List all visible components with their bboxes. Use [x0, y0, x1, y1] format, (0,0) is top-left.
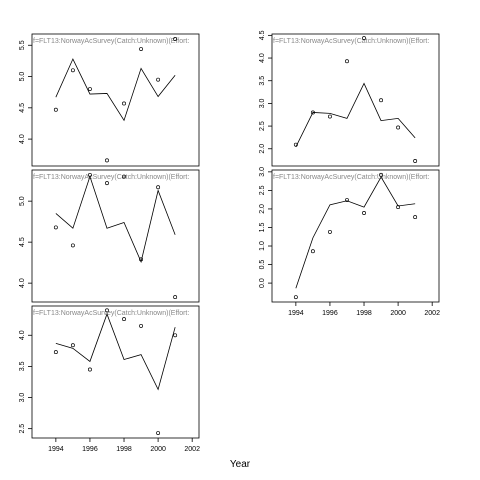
y-tick-label: 2.0: [259, 144, 266, 154]
point: [156, 431, 161, 435]
y-tick-label: 1.0: [259, 241, 266, 251]
point: [173, 295, 178, 300]
point: [293, 295, 298, 300]
point: [173, 333, 178, 338]
panel-frame: [271, 33, 440, 167]
y-tick-label: 5.0: [19, 72, 26, 82]
point: [139, 323, 144, 328]
y-tick-label: 3.0: [259, 98, 266, 108]
y-tick-label: 4.0: [19, 134, 26, 144]
y-tick-label: 3.0: [259, 167, 266, 177]
y-tick-label: 4.5: [259, 30, 266, 40]
panel: f=FLT13:NorwayAcSurvey(Catch:Unknown)(Ef…: [19, 33, 200, 167]
x-tick-label: 1996: [82, 446, 98, 453]
y-tick-label: 5.0: [19, 196, 26, 206]
y-tick-label: 0.0: [259, 278, 266, 288]
point: [327, 229, 332, 234]
y-tick-label: 3.5: [259, 76, 266, 86]
x-tick-label: 1996: [322, 310, 338, 317]
point: [122, 101, 126, 106]
point: [87, 367, 92, 372]
fit-line: [55, 58, 176, 122]
point: [139, 47, 144, 51]
point: [310, 249, 315, 254]
point: [413, 215, 418, 220]
point: [87, 87, 92, 92]
x-tick-label: 1998: [356, 310, 372, 317]
y-tick-label: 3.5: [19, 361, 26, 371]
fit-line: [55, 312, 176, 391]
panel-frame: [271, 169, 440, 303]
y-tick-label: 3.0: [19, 393, 26, 403]
point: [87, 172, 92, 177]
point: [362, 211, 366, 215]
y-tick-label: 2.5: [259, 185, 266, 195]
panel: f=FLT13:NorwayAcSurvey(Catch:Unknown)(Ef…: [259, 167, 440, 317]
x-tick-label: 2000: [390, 310, 406, 317]
x-tick-label: 1998: [116, 446, 132, 453]
point: [105, 181, 109, 186]
point: [53, 350, 58, 355]
point: [413, 159, 418, 163]
point: [362, 36, 366, 41]
point: [379, 172, 384, 177]
fit-line: [295, 82, 416, 148]
point: [156, 77, 161, 82]
point: [379, 98, 384, 103]
y-tick-label: 1.5: [259, 223, 266, 233]
point: [345, 198, 349, 202]
point: [105, 308, 109, 313]
strip-label: f=FLT13:NorwayAcSurvey(Catch:Unknown)(Ef…: [273, 174, 429, 181]
y-tick-label: 5.5: [19, 40, 26, 50]
x-tick-label: 2000: [150, 446, 166, 453]
point: [293, 142, 298, 147]
point: [173, 37, 178, 41]
y-tick-label: 4.0: [19, 330, 26, 340]
point: [396, 205, 401, 210]
point: [53, 107, 58, 112]
x-tick-label: 1994: [48, 446, 64, 453]
panel: f=FLT13:NorwayAcSurvey(Catch:Unknown)(Ef…: [259, 30, 440, 167]
panel: f=FLT13:NorwayAcSurvey(Catch:Unknown)(Ef…: [19, 169, 200, 303]
point: [139, 257, 144, 262]
fit-line: [55, 175, 176, 264]
point: [122, 174, 126, 179]
panel: f=FLT13:NorwayAcSurvey(Catch:Unknown)(Ef…: [19, 305, 200, 453]
y-tick-label: 4.5: [19, 237, 26, 247]
fit-line: [295, 176, 416, 289]
strip-label: f=FLT13:NorwayAcSurvey(Catch:Unknown)(Ef…: [273, 38, 429, 45]
y-tick-label: 2.5: [19, 424, 26, 434]
point: [345, 59, 349, 64]
x-tick-label: 2002: [424, 310, 440, 317]
point: [156, 185, 161, 190]
x-axis-label: Year: [230, 459, 251, 470]
point: [53, 225, 58, 230]
panel-frame: [31, 33, 200, 167]
point: [122, 317, 126, 322]
strip-label: f=FLT13:NorwayAcSurvey(Catch:Unknown)(Ef…: [33, 310, 189, 317]
strip-label: f=FLT13:NorwayAcSurvey(Catch:Unknown)(Ef…: [33, 174, 189, 181]
y-tick-label: 4.0: [259, 53, 266, 63]
point: [70, 243, 75, 248]
point: [327, 114, 332, 119]
point: [310, 110, 315, 115]
y-tick-label: 2.5: [259, 121, 266, 131]
point: [396, 125, 401, 130]
x-tick-label: 1994: [288, 310, 304, 317]
y-tick-label: 4.0: [19, 278, 26, 288]
panel-frame: [31, 305, 200, 439]
point: [70, 68, 75, 73]
panel-frame: [31, 169, 200, 303]
y-tick-label: 4.5: [19, 103, 26, 113]
y-tick-label: 2.0: [259, 204, 266, 214]
y-tick-label: 0.5: [259, 260, 266, 270]
strip-label: f=FLT13:NorwayAcSurvey(Catch:Unknown)(Ef…: [33, 38, 189, 45]
x-tick-label: 2002: [184, 446, 200, 453]
point: [105, 158, 109, 163]
point: [70, 343, 75, 348]
